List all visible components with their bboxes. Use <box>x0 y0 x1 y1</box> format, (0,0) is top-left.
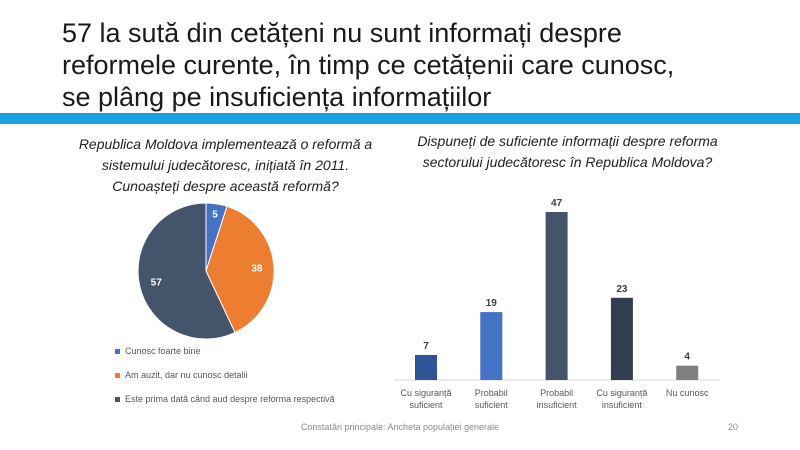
page-number: 20 <box>728 422 739 432</box>
bar <box>480 312 503 380</box>
bar <box>545 212 568 380</box>
x-tick-label: Cu siguranță insuficient <box>596 388 648 410</box>
pie-title: Republica Moldova implementează o reform… <box>78 136 373 194</box>
slide-title: 57 la sută din cetățeni nu sunt informaț… <box>62 18 675 112</box>
x-tick-label: Nu cunosc <box>665 388 709 398</box>
data-label: 23 <box>616 284 628 295</box>
data-label: 4 <box>684 352 690 363</box>
legend-label: Am auzit, dar nu cunosc detalii <box>125 370 248 380</box>
data-label: 57 <box>151 278 163 289</box>
legend-swatch <box>115 373 120 378</box>
bar <box>415 354 437 380</box>
data-label: 7 <box>423 341 429 352</box>
data-label: 5 <box>212 209 218 220</box>
x-tick-label: Probabil suficient <box>474 388 508 410</box>
x-tick-label: Probabil insuficient <box>536 388 577 410</box>
legend-swatch <box>115 397 120 402</box>
bar-title: Dispuneți de suficiente informații despr… <box>417 133 718 170</box>
data-label: 47 <box>551 198 563 209</box>
x-tick-label: Cu siguranță suficient <box>400 388 452 410</box>
title-band <box>0 113 800 124</box>
pie-slice <box>137 202 236 340</box>
footer: Constatări principale: Ancheta populație… <box>300 422 500 432</box>
legend-label: Este prima dată când aud despre reforma … <box>125 394 335 404</box>
legend-label: Cunosc foarte bine <box>125 346 201 356</box>
data-label: 38 <box>251 263 263 274</box>
bar <box>676 365 699 380</box>
data-label: 19 <box>486 298 498 309</box>
pie-slice <box>205 205 275 334</box>
bar <box>610 297 633 380</box>
legend-swatch <box>115 349 120 354</box>
